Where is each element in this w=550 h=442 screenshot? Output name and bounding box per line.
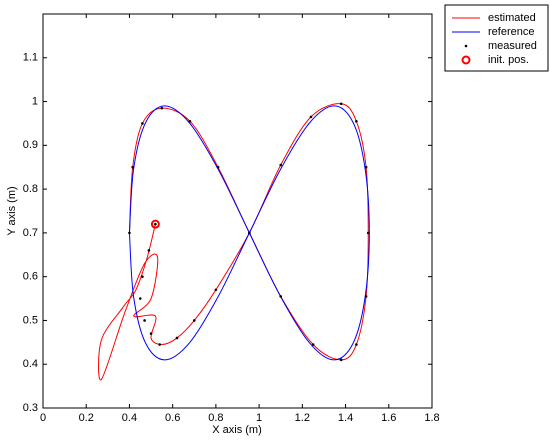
x-tick-label: 0.4 (122, 412, 137, 424)
legend-label: measured (488, 40, 537, 52)
legend-label: init. pos. (488, 54, 529, 66)
series-marker (188, 119, 192, 123)
series-marker (355, 119, 358, 123)
series-marker (147, 249, 151, 252)
x-tick-label: 0.2 (79, 412, 94, 424)
series-marker (175, 336, 179, 340)
y-axis-label: Y axis (m) (6, 186, 18, 235)
y-tick-label: 0.8 (23, 183, 38, 195)
x-tick-label: 0 (40, 412, 46, 424)
x-tick-label: 1.2 (295, 412, 310, 424)
series-marker (149, 332, 153, 335)
y-tick-label: 1.1 (23, 52, 38, 64)
series-marker (364, 165, 368, 169)
y-tick-label: 0.9 (23, 139, 38, 151)
legend-label: estimated (488, 12, 536, 24)
series-marker (279, 295, 283, 298)
series-marker (158, 343, 161, 346)
y-tick-label: 0.4 (23, 358, 38, 370)
series-marker (143, 319, 146, 322)
series-marker (192, 319, 196, 322)
series-marker (311, 343, 315, 346)
y-tick-label: 0.5 (23, 314, 38, 326)
series-marker (364, 295, 368, 298)
series-marker (366, 231, 370, 235)
series-marker (150, 219, 160, 229)
y-tick-label: 0.3 (23, 402, 38, 414)
x-tick-label: 0.6 (165, 412, 180, 424)
x-tick-label: 1.4 (338, 412, 353, 424)
plot-area (42, 13, 433, 409)
series-marker (309, 115, 313, 119)
series-marker (138, 297, 142, 300)
x-tick-label: 1.8 (424, 412, 439, 424)
series-marker (216, 165, 220, 169)
x-tick-label: 0.8 (208, 412, 223, 424)
series-marker (154, 222, 157, 226)
series-marker (160, 106, 164, 110)
series-marker (131, 165, 134, 169)
legend-label: reference (488, 26, 534, 38)
series-marker (279, 163, 283, 167)
x-axis-label: X axis (m) (212, 424, 262, 436)
y-tick-label: 0.7 (23, 227, 38, 239)
series-marker (339, 358, 343, 362)
series-marker (248, 231, 251, 235)
x-tick-label: 1 (256, 412, 262, 424)
series-marker (141, 122, 144, 125)
series-marker (128, 231, 131, 235)
series-marker (214, 288, 218, 292)
y-tick-label: 1 (32, 95, 38, 107)
y-tick-label: 0.6 (23, 271, 38, 283)
legend-marker (464, 44, 468, 48)
series-marker (355, 343, 358, 346)
legend-marker (461, 55, 471, 65)
x-tick-label: 1.6 (381, 412, 396, 424)
series-marker (339, 102, 343, 106)
series-marker (141, 275, 144, 278)
